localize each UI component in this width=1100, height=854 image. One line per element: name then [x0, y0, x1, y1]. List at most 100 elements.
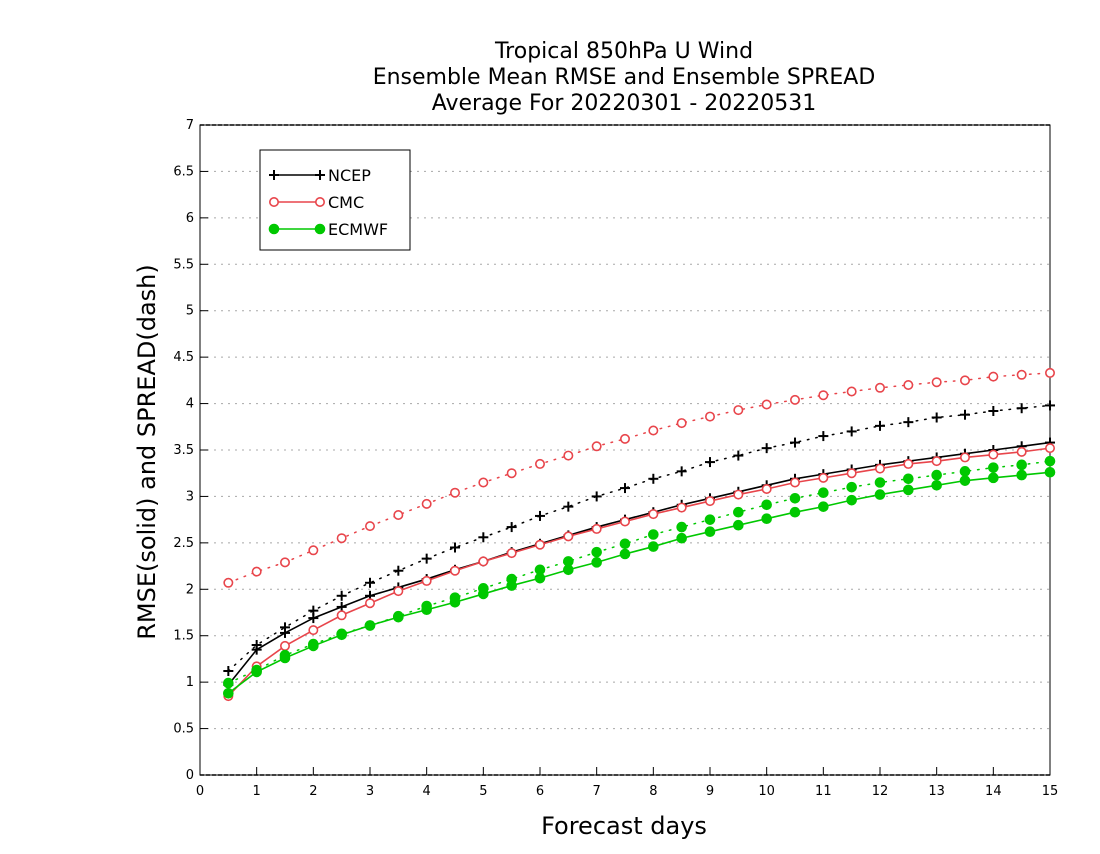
cmc-spread-point: [506, 468, 517, 479]
cmc-rmse-point: [988, 449, 999, 460]
legend-marker: [314, 197, 325, 208]
ncep-spread-point: [818, 431, 829, 442]
cmc-rmse-point: [336, 610, 347, 621]
cmc-rmse-point: [591, 523, 602, 534]
ecmwf-spread-point: [1044, 455, 1056, 467]
cmc-spread-point: [308, 545, 319, 556]
cmc-spread-point: [704, 411, 715, 422]
cmc-rmse-point: [364, 598, 375, 609]
ecmwf-rmse-point: [846, 494, 857, 506]
x-tick-label: 12: [872, 784, 889, 799]
cmc-spread-point: [279, 557, 290, 568]
ecmwf-spread-point: [789, 492, 801, 504]
ecmwf-rmse-point: [619, 548, 631, 560]
ncep-spread-point: [591, 491, 602, 502]
ncep-rmse-point: [280, 627, 290, 638]
ecmwf-rmse-point: [1044, 466, 1056, 478]
ncep-spread-point: [365, 577, 375, 588]
title-line-1: Tropical 850hPa U Wind: [494, 39, 753, 64]
cmc-rmse-point: [648, 509, 659, 520]
ncep-spread-point: [790, 437, 800, 448]
ncep-spread-point: [620, 483, 630, 494]
ecmwf-rmse-point: [676, 532, 687, 544]
ecmwf-spread-point: [648, 529, 659, 540]
legend-marker: [315, 170, 325, 180]
x-tick-label: 2: [309, 784, 317, 799]
cmc-rmse-point: [393, 586, 404, 597]
cmc-rmse-point: [874, 463, 885, 474]
ecmwf-rmse-point: [336, 629, 347, 641]
legend-item-cmc: CMC: [268, 193, 364, 212]
cmc-spread-point: [336, 533, 347, 544]
cmc-rmse-point: [704, 496, 715, 507]
y-tick-label: 2.5: [173, 536, 194, 551]
x-tick-label: 15: [1042, 784, 1059, 799]
cmc-spread-point: [988, 371, 999, 382]
ncep-rmse-point: [251, 644, 262, 655]
y-tick-label: 3: [186, 489, 194, 504]
ecmwf-spread-point: [676, 521, 687, 533]
ncep-spread-point: [1016, 403, 1027, 414]
ncep-spread-point: [535, 510, 545, 521]
ncep-spread-point: [1045, 400, 1055, 411]
ecmwf-rmse-point: [251, 666, 262, 678]
x-tick-label: 4: [423, 784, 431, 799]
ncep-spread-point: [931, 412, 942, 423]
ncep-spread-point: [563, 501, 574, 512]
cmc-spread-point: [534, 458, 545, 469]
cmc-spread-point: [761, 399, 772, 410]
ncep-spread-point: [393, 565, 404, 576]
ecmwf-rmse-point: [648, 541, 659, 552]
cmc-spread-point: [648, 425, 659, 436]
ecmwf-rmse-point: [931, 479, 942, 491]
ecmwf-rmse-point: [988, 472, 999, 484]
cmc-rmse-point: [478, 556, 489, 567]
ecmwf-rmse-point: [903, 484, 914, 496]
cmc-rmse-point: [818, 472, 829, 483]
legend-box: [259, 149, 411, 251]
gridlines: [200, 170, 1050, 730]
cmc-spread-point: [846, 386, 857, 397]
x-tick-label: 1: [253, 784, 261, 799]
cmc-rmse-point: [421, 575, 432, 586]
ecmwf-rmse-point: [223, 687, 234, 699]
ecmwf-spread-point: [931, 469, 942, 481]
cmc-rmse-point: [279, 640, 290, 651]
cmc-spread-point: [563, 450, 574, 461]
cmc-spread-point: [959, 375, 970, 386]
ncep-spread-point: [903, 417, 914, 428]
y-tick-label: 4: [186, 397, 194, 412]
cmc-rmse-point: [619, 516, 630, 527]
cmc-rmse-point: [1016, 446, 1027, 457]
cmc-spread-point: [818, 390, 829, 401]
cmc-rmse-point: [449, 565, 460, 576]
cmc-rmse-point: [846, 468, 857, 479]
ncep-spread-point: [450, 542, 460, 553]
ncep-spread-point: [421, 553, 432, 564]
y-axis-title: RMSE(solid) and SPREAD(dash): [133, 264, 161, 640]
data-series: [223, 367, 1056, 702]
ecmwf-spread-point: [874, 477, 886, 488]
ncep-spread-point: [478, 532, 489, 543]
ncep-spread-line: [227, 404, 1051, 672]
ncep-spread-point: [705, 457, 715, 468]
ecmwf-rmse-point: [761, 513, 772, 525]
ecmwf-rmse-point: [591, 557, 602, 568]
ecmwf-spread-point: [619, 538, 631, 550]
ecmwf-rmse-point: [393, 611, 404, 623]
ecmwf-spread-point: [959, 466, 971, 477]
ecmwf-rmse-point: [534, 572, 546, 584]
ecmwf-spread-point: [846, 481, 857, 493]
ncep-spread-point: [761, 443, 772, 454]
ecmwf-rmse-point: [959, 475, 971, 486]
ecmwf-rmse-point: [1016, 469, 1027, 481]
ncep-spread-point: [733, 450, 744, 461]
ecmwf-spread-line: [227, 460, 1051, 684]
x-tick-label: 9: [706, 784, 714, 799]
ecmwf-rmse-line: [227, 471, 1051, 694]
ecmwf-spread-point: [591, 546, 602, 558]
ecmwf-spread-point: [903, 473, 914, 485]
cmc-spread-point: [364, 521, 375, 532]
y-tick-label: 6: [186, 211, 194, 226]
